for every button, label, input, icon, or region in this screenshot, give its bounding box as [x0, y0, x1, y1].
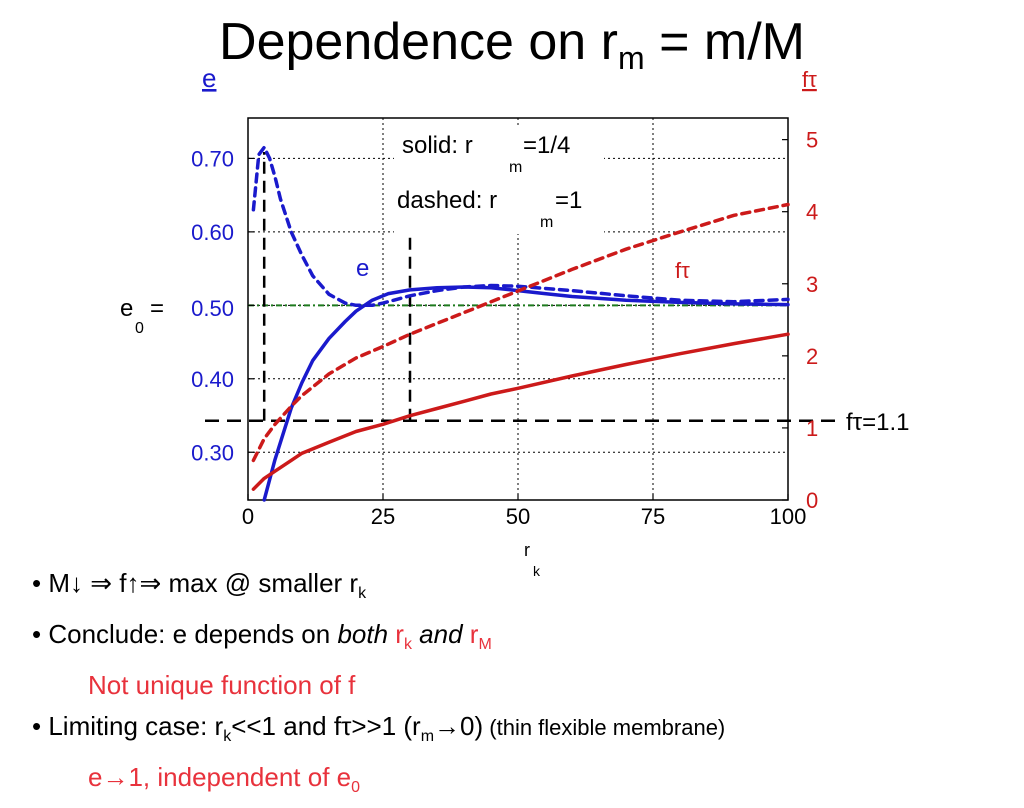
- legend-solid: solid: r: [402, 132, 473, 159]
- bullet-3-note-text: e→1, independent of e: [88, 762, 352, 792]
- right-tick-label: 3: [806, 272, 818, 297]
- right-tick-label: 5: [806, 128, 818, 153]
- left-tick-label: 0.40: [191, 367, 234, 392]
- bullet-1-text: M↓ ⇒ f↑⇒ max @ smaller r: [41, 568, 359, 598]
- legend-dashed: dashed: r: [397, 187, 497, 214]
- bullet-2-text: Conclude: e depends on: [41, 619, 338, 649]
- bullet-2-rm: r: [462, 619, 479, 649]
- x-tick-label: 100: [770, 504, 807, 529]
- e0-label: e: [120, 295, 133, 322]
- bullet-3-mid: <<1 and fτ>>1 (r: [231, 711, 421, 741]
- legend-solid-sub: m: [509, 159, 522, 176]
- ticks-layer: 0 25 50 75 100 0.30 0.40 0.60 0.70 0 1 2 3 4 5: [191, 128, 818, 529]
- bullet-3-text: Limiting case: r: [41, 711, 224, 741]
- bullet-3-note: e→1, independent of e0: [32, 757, 725, 808]
- bullet-3-note-sub: 0: [351, 779, 361, 796]
- right-tick-label: 2: [806, 344, 818, 369]
- x-tick-label: 0: [242, 504, 254, 529]
- bullet-2-rm-sub: M: [478, 636, 492, 653]
- e0-label-sub: 0: [135, 320, 144, 337]
- right-tick-label: 0: [806, 488, 818, 513]
- right-tick-label: 4: [806, 200, 818, 225]
- bullet-1-sub: k: [358, 585, 367, 602]
- legend-dashed-value: =1: [555, 187, 582, 214]
- e-curve-label: e: [356, 255, 369, 282]
- page-title: Dependence on rm = m/M: [0, 10, 1024, 90]
- reference-lines: [205, 152, 842, 422]
- bullet-3-sub2: m: [420, 728, 435, 745]
- x-axis-label: r: [524, 540, 530, 560]
- bullet-2-both: both: [337, 619, 389, 649]
- bullet-3-sub1: k: [223, 728, 232, 745]
- bullet-3: • Limiting case: rk<<1 and fτ>>1 (rm→0) …: [32, 706, 725, 757]
- title-main: Dependence on r: [219, 13, 618, 71]
- x-axis-label-sub: k: [533, 563, 541, 579]
- left-tick-label: 0.60: [191, 220, 234, 245]
- bullet-dot: •: [32, 619, 42, 649]
- ft-curve-label: fτ: [675, 258, 690, 283]
- e-solid-series: [262, 285, 790, 502]
- bullet-2-note: Not unique function of f: [88, 670, 356, 700]
- bullet-2-rk: r: [388, 619, 404, 649]
- legend-dashed-sub: m: [540, 214, 553, 231]
- x-tick-label: 25: [371, 504, 395, 529]
- bullet-1: • M↓ ⇒ f↑⇒ max @ smaller rk: [32, 563, 725, 614]
- right-tick-label: 1: [806, 416, 818, 441]
- left-tick-label: 0.70: [191, 146, 234, 171]
- ft-solid-series: [251, 332, 790, 491]
- bullet-3-post: →0): [434, 711, 484, 741]
- bullet-2: • Conclude: e depends on both rk and rM: [32, 614, 725, 665]
- title-rest: = m/M: [644, 13, 805, 71]
- bullet-dot: •: [32, 711, 42, 741]
- bullet-2-rk-sub: k: [403, 636, 412, 653]
- title-sub: m: [617, 40, 645, 76]
- e0-tick-label: 0.50: [191, 296, 234, 321]
- series-layer: [251, 145, 790, 502]
- bullet-3-small: (thin flexible membrane): [483, 715, 726, 740]
- x-tick-label: 75: [641, 504, 665, 529]
- e-dashed-series: [251, 145, 790, 308]
- bullet-2-and: and: [411, 619, 463, 649]
- ft-dashed-series: [251, 202, 790, 463]
- x-tick-label: 50: [506, 504, 530, 529]
- right-axis-title: fτ: [802, 67, 817, 92]
- bullet-dot: •: [32, 568, 42, 598]
- ft-marker-label: fτ=1.1: [846, 409, 910, 436]
- left-tick-label: 0.30: [191, 440, 234, 465]
- bullet-list: • M↓ ⇒ f↑⇒ max @ smaller rk • Conclude: …: [32, 563, 725, 808]
- e0-label-eq: =: [150, 295, 164, 322]
- left-axis-title: e: [202, 63, 216, 93]
- legend-box: [394, 126, 604, 234]
- legend-solid-value: =1/4: [523, 132, 570, 159]
